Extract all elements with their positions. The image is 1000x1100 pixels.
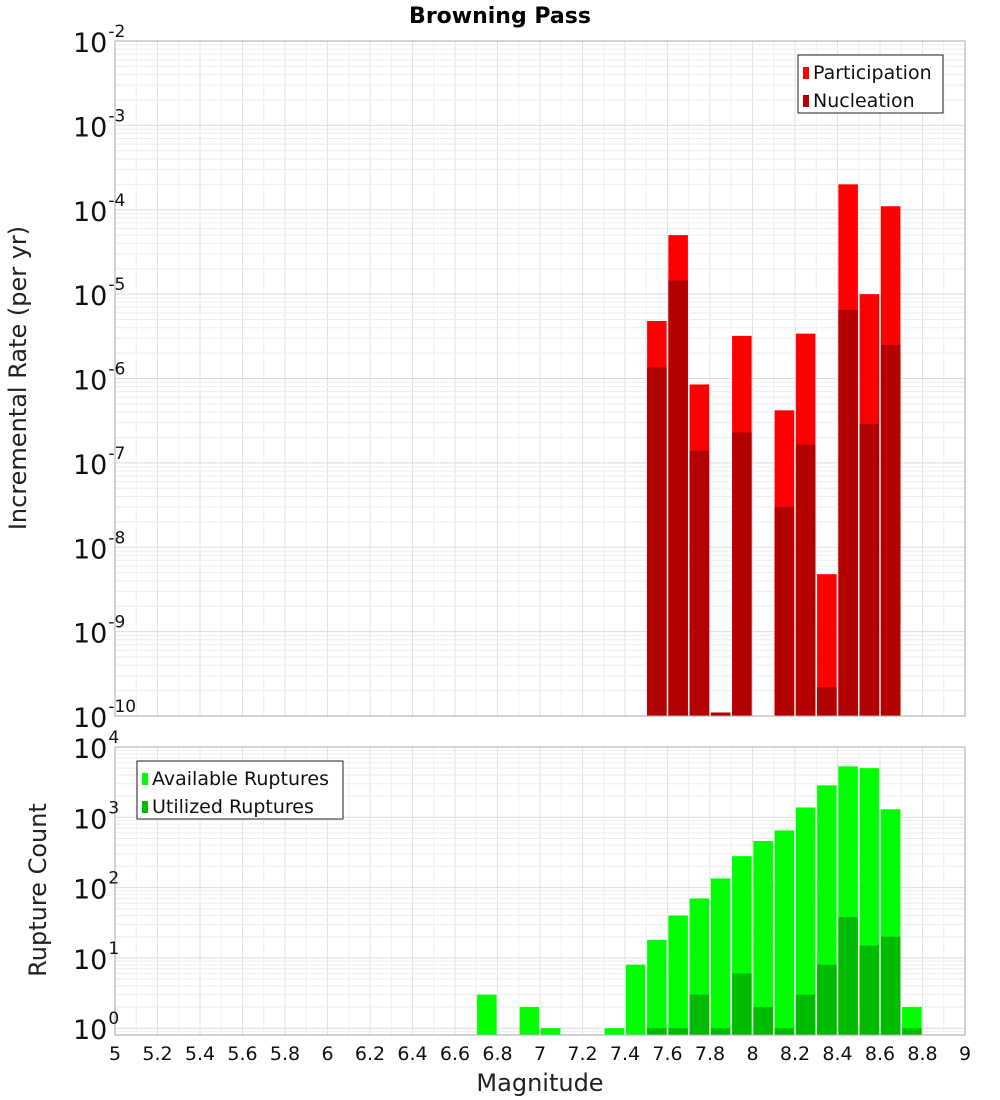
y-tick-label: 104: [73, 728, 119, 765]
x-tick-label: 6.8: [482, 1043, 512, 1065]
x-tick-label: 5.6: [227, 1043, 257, 1065]
y-tick-label: 102: [73, 869, 119, 906]
bar-overlay-utilized-ruptures: [668, 1028, 688, 1035]
x-tick-label: 8.6: [865, 1043, 895, 1065]
x-tick-label: 8: [746, 1043, 758, 1065]
x-tick-label: 6.2: [355, 1043, 385, 1065]
y-tick-label: 100: [73, 1009, 119, 1046]
legend-box: [797, 54, 944, 114]
bar-overlay-utilized-ruptures: [859, 945, 880, 1035]
plot-frame: [114, 40, 966, 717]
x-tick-label: 6: [321, 1043, 333, 1065]
bar-participation: [817, 574, 837, 716]
y-tick-label: 10-3: [73, 106, 125, 143]
legend-swatch: [803, 67, 809, 79]
count-y-axis-label: Rupture Count: [24, 803, 52, 977]
y-tick-label: 10-10: [73, 697, 136, 734]
x-axis-label: Magnitude: [476, 1069, 603, 1097]
y-tick-label: 10-2: [73, 22, 125, 59]
rate-y-axis-label: Incremental Rate (per yr): [4, 226, 32, 530]
y-tick-label: 10-4: [73, 191, 125, 228]
y-tick-label: 103: [73, 798, 119, 835]
x-tick-label: 8.4: [822, 1043, 852, 1065]
bar-overlay-utilized-ruptures: [732, 973, 752, 1035]
bar-overlay-nucleation: [689, 450, 710, 716]
x-tick-label: 9: [959, 1043, 971, 1065]
legend-label: Participation: [813, 62, 932, 84]
bar-available-ruptures: [710, 878, 731, 1035]
bar-overlay-utilized-ruptures: [838, 917, 858, 1035]
x-tick-label: 6.4: [397, 1043, 427, 1065]
legend: Available Ruptures Utilized Ruptures: [136, 760, 344, 820]
bar-overlay-nucleation: [880, 344, 901, 716]
bar-available-ruptures: [668, 915, 688, 1035]
bar-available-ruptures: [604, 1028, 625, 1035]
bar-overlay-utilized-ruptures: [880, 936, 901, 1035]
chart-title: Browning Pass: [409, 4, 591, 29]
bar-overlay-nucleation: [668, 280, 688, 716]
x-tick-label: 7.6: [652, 1043, 682, 1065]
bar-overlay-nucleation: [647, 367, 667, 716]
legend-label: Utilized Ruptures: [152, 796, 314, 818]
bar-available-ruptures: [753, 841, 773, 1035]
bar-overlay-utilized-ruptures: [774, 1028, 795, 1035]
bar-overlay-utilized-ruptures: [647, 1028, 667, 1035]
bar-available-ruptures: [795, 807, 816, 1035]
y-tick-label: 10-8: [73, 528, 125, 565]
bar-overlay-utilized-ruptures: [795, 994, 816, 1035]
y-tick-label: 10-6: [73, 360, 125, 397]
bar-available-ruptures: [774, 830, 795, 1035]
y-tick-label: 10-9: [73, 613, 125, 650]
bar-overlay-utilized-ruptures: [817, 964, 837, 1035]
y-tick-label: 10-7: [73, 444, 125, 481]
x-tick-label: 8.8: [907, 1043, 937, 1065]
bar-available-ruptures: [647, 939, 667, 1035]
x-tick-label: 7.8: [695, 1043, 725, 1065]
legend-swatch: [142, 773, 148, 785]
x-tick-label: 8.2: [780, 1043, 810, 1065]
bar-available-ruptures: [625, 964, 646, 1035]
bar-overlay-nucleation: [774, 506, 795, 716]
x-tick-label: 7: [534, 1043, 546, 1065]
bar-available-ruptures: [540, 1028, 561, 1035]
bar-overlay-utilized-ruptures: [710, 1028, 731, 1035]
legend: Participation Nucleation: [797, 54, 944, 114]
bar-available-ruptures: [477, 994, 497, 1035]
bar-overlay-nucleation: [838, 309, 858, 716]
bar-overlay-nucleation: [859, 423, 880, 716]
bar-overlay-utilized-ruptures: [689, 994, 710, 1035]
x-tick-label: 5.4: [185, 1043, 215, 1065]
legend-swatch: [803, 95, 809, 107]
y-tick-label: 10-5: [73, 275, 125, 312]
bar-available-ruptures: [519, 1007, 540, 1035]
plot-frame: [114, 746, 966, 1036]
x-tick-label: 6.6: [440, 1043, 470, 1065]
bar-overlay-utilized-ruptures: [902, 1028, 922, 1035]
bar-overlay-nucleation: [732, 432, 752, 716]
x-tick-label: 7.4: [610, 1043, 640, 1065]
bar-available-ruptures: [902, 1007, 922, 1035]
y-tick-label: 101: [73, 939, 119, 976]
x-tick-label: 7.2: [567, 1043, 597, 1065]
bar-overlay-nucleation: [795, 444, 816, 716]
legend-label: Nucleation: [813, 90, 915, 112]
x-tick-label: 5: [109, 1043, 121, 1065]
bar-overlay-utilized-ruptures: [753, 1007, 773, 1035]
x-tick-label: 5.2: [142, 1043, 172, 1065]
legend-label: Available Ruptures: [152, 768, 329, 790]
bar-overlay-nucleation: [710, 712, 731, 716]
rate-panel: 10-2 10-3 10-4 10-5 10-6 10-7 10-8 10-9 10-10 Par…: [73, 22, 966, 734]
bar-overlay-nucleation: [817, 687, 837, 716]
x-tick-label: 5.8: [270, 1043, 300, 1065]
legend-box: [136, 760, 344, 820]
legend-swatch: [142, 801, 148, 813]
